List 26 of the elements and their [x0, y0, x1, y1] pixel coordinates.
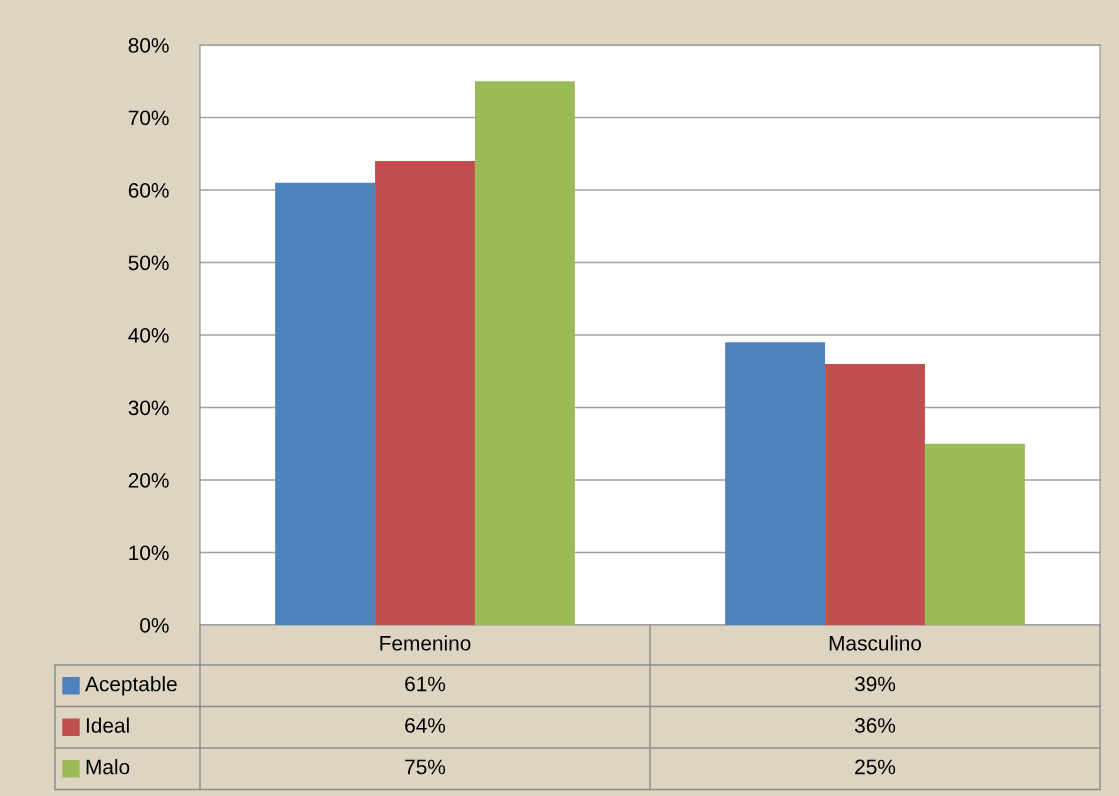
legend-label: Ideal — [86, 717, 129, 733]
data-label: 25% — [855, 759, 896, 775]
data-label: 75% — [405, 759, 446, 775]
y-tick-label: 0% — [140, 618, 169, 633]
x-tick-label: Masculino — [829, 635, 922, 651]
bar — [275, 182, 376, 625]
legend-label: Aceptable — [85, 676, 177, 696]
bar — [924, 443, 1025, 625]
y-tick-label: 70% — [128, 110, 169, 126]
data-label: 36% — [854, 718, 896, 733]
y-tick-label: 80% — [128, 38, 169, 53]
bar — [474, 81, 575, 625]
legend-label: Malo — [86, 759, 130, 775]
bar — [375, 161, 475, 625]
y-tick-label: 20% — [128, 473, 169, 488]
data-label: 61% — [405, 676, 446, 692]
data-label: 39% — [854, 676, 896, 692]
y-tick-label: 50% — [128, 255, 169, 271]
y-tick-label: 40% — [128, 328, 169, 343]
bar — [725, 342, 826, 625]
y-tick-label: 10% — [129, 545, 169, 561]
y-tick-label: 30% — [128, 400, 169, 416]
bar — [825, 364, 925, 625]
data-label: 64% — [405, 718, 446, 733]
x-tick-label: Femenino — [380, 635, 471, 651]
y-tick-label: 60% — [128, 183, 169, 198]
